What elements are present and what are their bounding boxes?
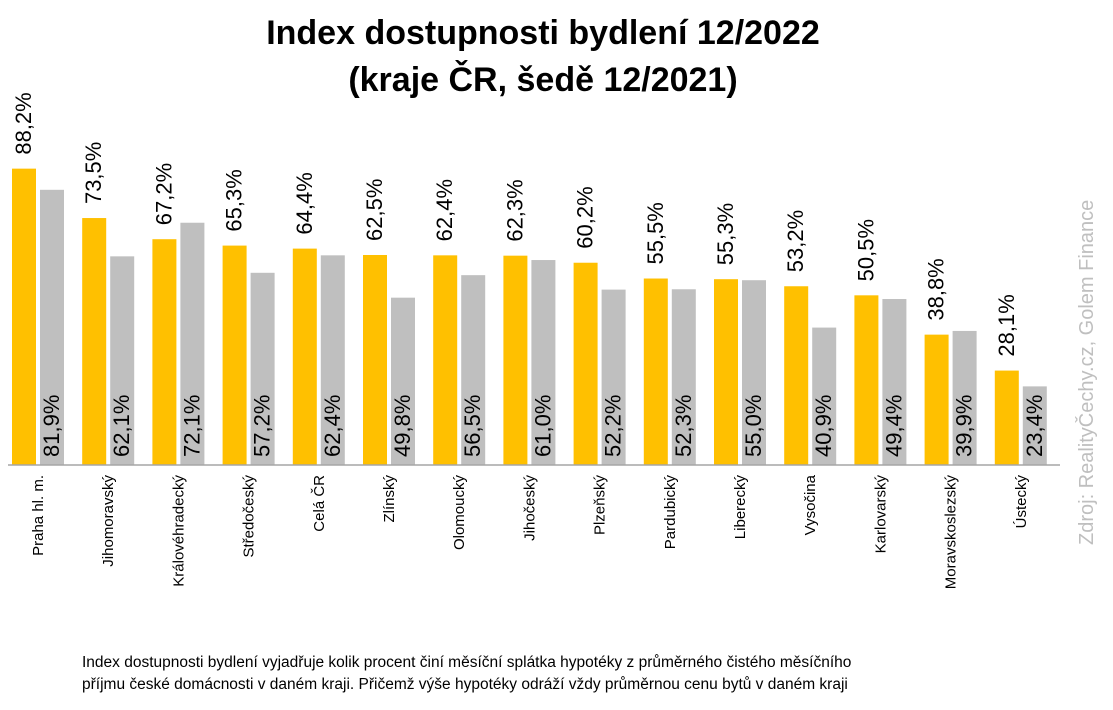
bar-2022-8	[573, 262, 598, 465]
value-label-2021-0: 81,9%	[39, 395, 64, 457]
bar-2021-8	[601, 289, 626, 465]
bar-2021-14	[1022, 386, 1047, 465]
bar-2022-3	[222, 245, 247, 465]
bar-2021-12	[882, 299, 907, 465]
value-label-2021-14: 23,4%	[1022, 395, 1047, 457]
value-label-2022-5: 62,5%	[362, 179, 387, 241]
category-label-10: Liberecký	[732, 475, 749, 540]
category-label-0: Praha hl. m.	[30, 475, 47, 556]
value-label-2022-13: 38,8%	[924, 258, 949, 320]
category-label-13: Moravskoslezský	[943, 475, 960, 590]
value-label-2021-12: 49,4%	[881, 395, 906, 457]
bar-2022-9	[643, 278, 668, 465]
bar-2021-9	[671, 289, 696, 465]
bar-2022-0	[12, 168, 36, 465]
value-label-2021-2: 72,1%	[179, 395, 204, 457]
bar-2021-13	[952, 330, 977, 465]
footnote-line-1: Index dostupnosti bydlení vyjadřuje koli…	[82, 654, 852, 671]
category-label-9: Pardubický	[662, 475, 679, 550]
value-label-2022-14: 28,1%	[994, 294, 1019, 356]
chart-title: Index dostupnosti bydlení 12/2022 (kraje…	[266, 14, 820, 99]
category-label-12: Karlovarský	[872, 475, 889, 554]
bar-2022-2	[152, 239, 177, 465]
bar-2021-11	[812, 327, 837, 465]
value-label-2022-8: 60,2%	[573, 186, 598, 248]
bar-2022-4	[292, 248, 317, 465]
category-label-6: Olomoucký	[451, 475, 468, 551]
value-label-2022-2: 67,2%	[151, 163, 176, 225]
source-label: Zdroj: RealityČechy.cz, Golem Finance	[1075, 200, 1098, 545]
value-label-2022-3: 65,3%	[222, 169, 247, 231]
value-label-2021-3: 57,2%	[250, 395, 275, 457]
bar-2022-11	[784, 286, 809, 465]
value-label-2022-1: 73,5%	[81, 142, 106, 204]
chart-title-line-2: (kraje ČR, šedě 12/2021)	[348, 60, 737, 99]
value-label-2022-4: 64,4%	[292, 172, 317, 234]
value-labels-group: 88,2% 81,9% 73,5% 62,1% 67,2% 72,1% 65,3% 57,2%…	[11, 92, 1047, 457]
bar-2021-0	[40, 189, 64, 466]
bar-2021-1	[110, 256, 135, 465]
value-label-2021-1: 62,1%	[109, 395, 134, 457]
value-label-2022-7: 62,3%	[502, 179, 527, 241]
value-label-2021-4: 62,4%	[320, 395, 345, 457]
bar-2021-7	[531, 260, 556, 465]
bar-2021-6	[461, 275, 486, 465]
value-label-2021-13: 39,9%	[952, 395, 977, 457]
value-label-2022-6: 62,4%	[432, 179, 457, 241]
value-label-2022-11: 53,2%	[783, 210, 808, 272]
category-label-3: Středočeský	[241, 475, 258, 558]
bar-2022-1	[82, 218, 107, 465]
category-labels-group: Praha hl. m. Jihomoravský Královéhradecký S…	[30, 474, 1030, 589]
bars-group	[12, 168, 1047, 466]
bar-2022-12	[854, 295, 879, 465]
category-label-7: Jihočeský	[521, 475, 538, 541]
value-label-2021-8: 52,2%	[601, 395, 626, 457]
bar-2022-7	[503, 255, 528, 465]
value-label-2021-7: 61,0%	[530, 395, 555, 457]
value-label-2022-12: 50,5%	[853, 219, 878, 281]
bar-2022-5	[363, 255, 387, 465]
chart-title-line-1: Index dostupnosti bydlení 12/2022	[266, 14, 820, 52]
value-label-2021-11: 40,9%	[811, 395, 836, 457]
value-label-2021-9: 52,3%	[671, 395, 696, 457]
bar-2021-10	[742, 280, 766, 465]
value-label-2021-5: 49,8%	[390, 395, 415, 457]
value-label-2021-6: 56,5%	[460, 395, 485, 457]
category-label-5: Zlínský	[381, 475, 398, 523]
category-label-4: Celá ČR	[311, 475, 328, 532]
bar-2021-3	[250, 272, 275, 465]
bar-2021-4	[320, 255, 345, 465]
value-label-2021-10: 55,0%	[741, 395, 766, 457]
category-label-14: Ústecký	[1013, 475, 1030, 529]
bar-2021-2	[180, 222, 205, 465]
footnote: Index dostupnosti bydlení vyjadřuje koli…	[82, 652, 1042, 696]
value-label-2022-0: 88,2%	[11, 92, 36, 154]
category-label-8: Plzeňský	[592, 475, 609, 536]
bar-2021-5	[391, 297, 415, 465]
bar-2022-10	[714, 279, 738, 465]
footnote-line-2: příjmu české domácnosti v daném kraji. P…	[82, 676, 848, 693]
category-label-11: Vysočina	[802, 474, 819, 535]
bar-2022-14	[994, 370, 1019, 465]
bar-2022-13	[924, 334, 949, 465]
category-label-1: Jihomoravský	[100, 475, 117, 567]
bar-2022-6	[433, 255, 458, 465]
category-label-2: Královéhradecký	[170, 475, 187, 587]
value-label-2022-10: 55,3%	[713, 203, 738, 265]
value-label-2022-9: 55,5%	[643, 202, 668, 264]
